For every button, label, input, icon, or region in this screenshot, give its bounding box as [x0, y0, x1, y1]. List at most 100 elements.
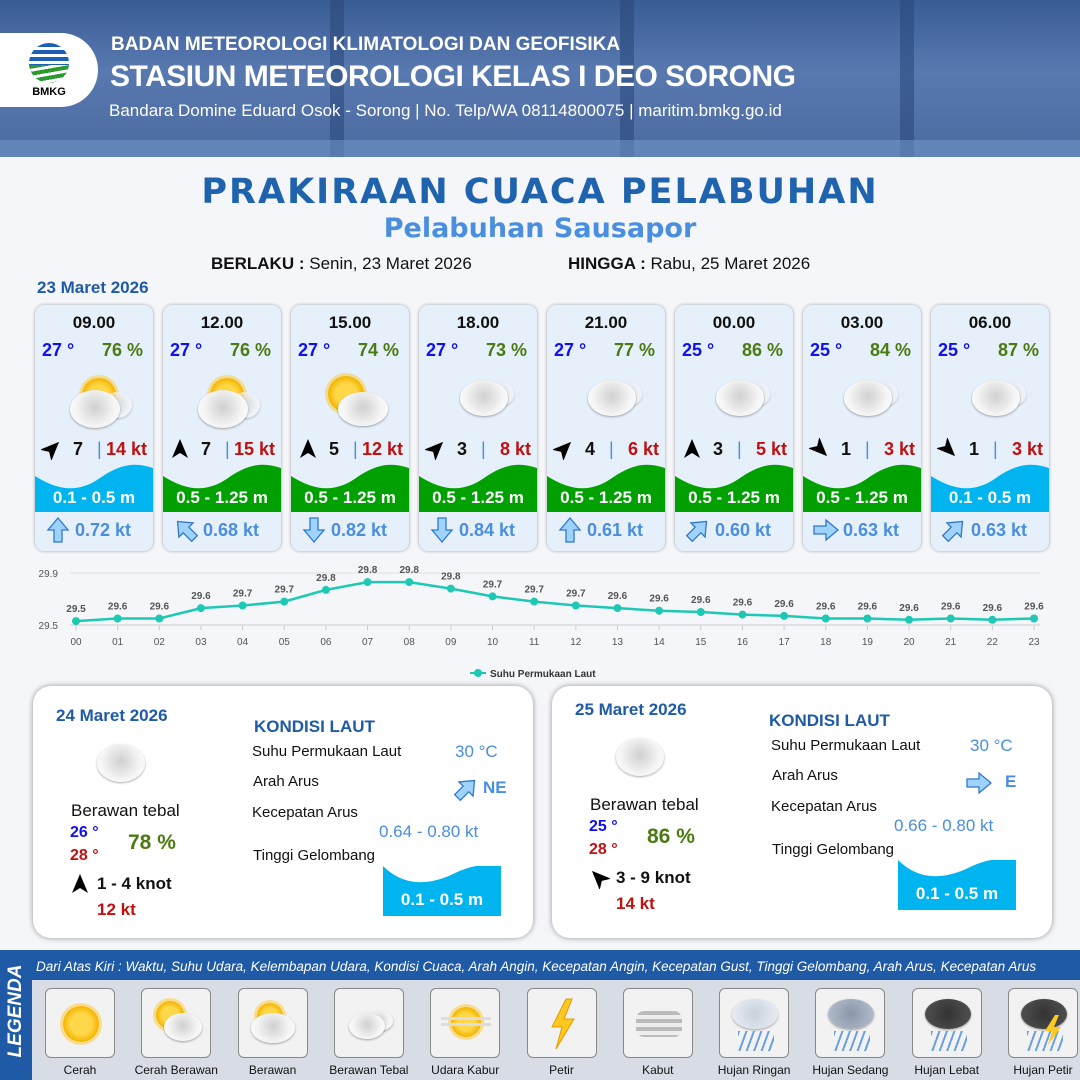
current-speed: 0.72 kt — [75, 520, 132, 540]
data-point — [905, 615, 914, 624]
gust-speed: 12 kt — [97, 900, 136, 919]
forecast-card: 03.00 25 ° 84 % 1 | 3 kt 0.5 - 1.25 m 0.63… — [803, 305, 921, 551]
wave-height-value: 0.1 - 0.5 m — [52, 488, 136, 507]
data-label: 29.6 — [150, 602, 170, 613]
legend-item-cloud — [333, 988, 404, 1058]
data-point — [446, 584, 455, 593]
gust-speed: 6 kt — [627, 439, 659, 459]
max-temperature: 28 ° — [70, 847, 99, 864]
separator: | — [993, 439, 998, 459]
forecast-time: 09.00 — [72, 313, 116, 332]
wave-icon — [291, 464, 409, 512]
data-point — [780, 611, 789, 620]
sea-condition-heading: KONDISI LAUT — [254, 717, 375, 736]
legend-item-sun-cloud — [141, 988, 212, 1058]
sst-label: Suhu Permukaan Laut — [252, 743, 402, 760]
wave-icon — [898, 858, 1016, 910]
air-temperature: 27 ° — [554, 340, 587, 360]
x-tick-label: 12 — [570, 637, 582, 648]
current-speed-value: 0.66 - 0.80 kt — [894, 816, 994, 835]
legend-item-label: Hujan Petir — [1013, 1063, 1073, 1077]
data-label: 29.8 — [316, 573, 336, 584]
x-tick-label: 06 — [320, 637, 332, 648]
data-point — [196, 604, 205, 613]
data-label: 29.6 — [108, 602, 128, 613]
x-tick-label: 15 — [695, 637, 707, 648]
wind-speed: 3 - 9 knot — [616, 868, 691, 887]
air-temperature: 25 ° — [682, 340, 715, 360]
wave-height-value: 0.5 - 1.25 m — [432, 488, 524, 507]
wind-speed: 7 — [73, 439, 84, 459]
data-label: 29.7 — [524, 585, 544, 596]
humidity: 74 % — [357, 340, 399, 360]
data-point — [655, 606, 664, 615]
gust-speed: 3 kt — [1011, 439, 1043, 459]
x-tick-label: 21 — [945, 637, 957, 648]
separator: | — [353, 439, 358, 459]
x-tick-label: 17 — [779, 637, 791, 648]
x-tick-label: 23 — [1028, 637, 1040, 648]
weather-condition: Berawan tebal — [590, 795, 699, 814]
current-direction-value: NE — [483, 778, 507, 797]
legend-item-cloud-sun — [237, 988, 308, 1058]
data-label: 29.8 — [358, 565, 378, 576]
humidity: 76 % — [229, 340, 271, 360]
data-label: 29.6 — [608, 591, 628, 602]
current-direction-label: Arah Arus — [772, 767, 838, 784]
current-speed: 0.84 kt — [459, 520, 516, 540]
data-label: 29.6 — [983, 603, 1003, 614]
data-label: 29.6 — [191, 591, 211, 602]
forecast-time: 15.00 — [328, 313, 372, 332]
legend-description: Dari Atas Kiri : Waktu, Suhu Udara, Kele… — [32, 950, 1080, 980]
wind-direction-icon — [423, 438, 447, 462]
legend-item-label: Petir — [549, 1063, 574, 1077]
wind-speed: 4 — [585, 439, 596, 459]
gust-speed: 14 kt — [105, 439, 147, 459]
x-tick-label: 05 — [279, 637, 291, 648]
data-point — [488, 592, 497, 601]
wind-row: 3 | 5 kt — [681, 438, 787, 460]
humidity: 86 % — [741, 340, 783, 360]
legend-item-label: Cerah Berawan — [134, 1063, 218, 1077]
data-point — [988, 615, 997, 624]
data-label: 29.8 — [441, 572, 461, 583]
data-label: 29.6 — [899, 603, 919, 614]
bmkg-logo: BMKG — [0, 33, 98, 107]
data-point — [738, 610, 747, 619]
wave-height-value: 0.1 - 0.5 m — [400, 890, 484, 909]
x-tick-label: 02 — [154, 637, 166, 648]
sst-label: Suhu Permukaan Laut — [771, 737, 921, 754]
separator: | — [225, 439, 230, 459]
data-point — [696, 608, 705, 616]
gust-speed: 3 kt — [883, 439, 915, 459]
forecast-card: 09.00 27 ° 76 % 7 | 14 kt 0.1 - 0.5 m 0.72… — [35, 305, 153, 551]
y-tick-label: 29.9 — [39, 569, 59, 580]
wave-icon — [547, 464, 665, 512]
data-point — [571, 601, 580, 610]
legend-item-sun — [45, 988, 115, 1058]
wave-icon — [675, 464, 793, 512]
x-tick-label: 10 — [487, 637, 499, 648]
forecast-card: 00.00 25 ° 86 % 3 | 5 kt 0.5 - 1.25 m 0.60… — [675, 305, 793, 551]
wind-speed: 5 — [329, 439, 340, 459]
sea-surface-temperature-chart: 29.9 29.5 00 29.5 01 29.6 02 29.6 03 29.6 04 29.7 05… — [39, 565, 1045, 680]
wind-row: 7 | 15 kt — [169, 438, 275, 460]
page-title: PRAKIRAAN CUACA PELABUHAN — [201, 172, 879, 212]
wind-row: 7 | 14 kt — [39, 438, 147, 462]
forecast-card: 21.00 27 ° 77 % 4 | 6 kt 0.5 - 1.25 m 0.61… — [547, 305, 665, 551]
x-tick-label: 08 — [404, 637, 416, 648]
wind-row: 1 | 3 kt — [935, 436, 1043, 460]
data-point — [72, 617, 80, 626]
wave-height-value: 0.5 - 1.25 m — [176, 488, 268, 507]
berawan-tebal-icon — [828, 370, 898, 425]
wind-row: 4 | 6 kt — [551, 438, 659, 462]
cloud-icon — [616, 738, 664, 776]
wind-speed: 3 — [457, 439, 468, 459]
legend-item-thunderstorm — [1008, 988, 1078, 1058]
valid-from: BERLAKU : Senin, 23 Maret 2026 — [211, 254, 472, 274]
cloud-icon — [97, 744, 145, 782]
wind-direction-icon — [935, 436, 959, 460]
current-speed: 0.63 kt — [843, 520, 900, 540]
wave-height-label: Tinggi Gelombang — [772, 841, 895, 858]
wave-height: 0.1 - 0.5 m — [931, 462, 1049, 512]
